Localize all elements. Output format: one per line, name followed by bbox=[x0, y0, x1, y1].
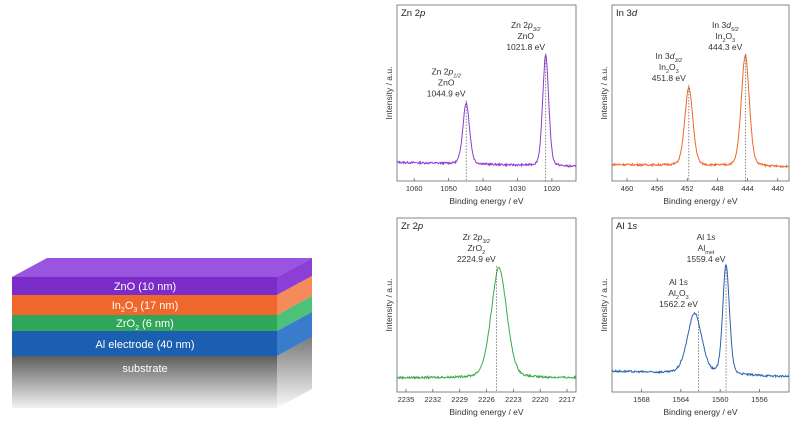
svg-text:Al2O3: Al2O3 bbox=[668, 288, 688, 301]
svg-text:444.3 eV: 444.3 eV bbox=[708, 42, 742, 52]
svg-text:2224.9 eV: 2224.9 eV bbox=[457, 254, 496, 264]
svg-text:ZrO2: ZrO2 bbox=[467, 243, 485, 256]
x-tick-label: 1556 bbox=[751, 395, 768, 404]
xps-panel-al-1s: Al 1s 1568 1564 1560 1556 Binding energy / eV… bbox=[599, 217, 790, 417]
svg-text:1044.9 eV: 1044.9 eV bbox=[427, 89, 466, 99]
layer-zno-front bbox=[12, 277, 277, 295]
layer-substrate-side bbox=[277, 337, 312, 408]
layer-in2o3-front bbox=[12, 295, 277, 315]
x-axis-label: Binding energy / eV bbox=[449, 196, 524, 206]
plot-frame bbox=[396, 4, 577, 182]
svg-text:In2O3: In2O3 bbox=[659, 62, 679, 75]
panel-label: Zr 2p bbox=[401, 221, 423, 232]
panel-label: Al 1s bbox=[616, 221, 637, 232]
x-tick-label: 2226 bbox=[478, 395, 495, 404]
panel-label: Zn 2p bbox=[401, 8, 425, 19]
layer-zro2-front bbox=[12, 315, 277, 331]
svg-text:ZnO: ZnO bbox=[517, 31, 534, 41]
svg-text:1559.4 eV: 1559.4 eV bbox=[687, 254, 726, 264]
x-tick-label: 1030 bbox=[509, 184, 526, 193]
plot-frame bbox=[611, 217, 790, 393]
x-tick-label: 1564 bbox=[672, 395, 689, 404]
y-axis-label: Intensity / a.u. bbox=[599, 279, 609, 332]
layer-in2o3-side bbox=[277, 276, 312, 315]
layer-label-al: Al electrode (40 nm) bbox=[95, 339, 194, 351]
x-tick-label: 440 bbox=[771, 184, 784, 193]
svg-text:In2O3: In2O3 bbox=[715, 31, 735, 44]
layer-stack-diagram: ZnO (10 nm) In2O3 (17 nm) ZrO2 (6 nm) Al… bbox=[12, 258, 312, 408]
x-tick-label: 1020 bbox=[544, 184, 561, 193]
x-tick-label: 1050 bbox=[440, 184, 457, 193]
layer-label-in2o3: In2O3 (17 nm) bbox=[112, 300, 179, 314]
x-tick-label: 2235 bbox=[398, 395, 415, 404]
layer-label-substrate: substrate bbox=[122, 363, 167, 375]
xps-panel-zr-2p: Zr 2p 2235 2232 2229 2226 2223 2220 2217 Binding… bbox=[384, 217, 577, 417]
svg-text:Al 1s: Al 1s bbox=[669, 277, 689, 287]
layer-al-side bbox=[277, 312, 312, 356]
y-axis-label: Intensity / a.u. bbox=[599, 67, 609, 120]
x-tick-label: 1040 bbox=[475, 184, 492, 193]
spectrum-line bbox=[611, 263, 790, 379]
x-tick-label: 1568 bbox=[633, 395, 650, 404]
x-tick-label: 2232 bbox=[424, 395, 441, 404]
x-tick-label: 1560 bbox=[712, 395, 729, 404]
x-tick-label: 2229 bbox=[451, 395, 468, 404]
svg-text:1562.2 eV: 1562.2 eV bbox=[659, 299, 698, 309]
svg-text:451.8 eV: 451.8 eV bbox=[652, 73, 686, 83]
panel-label: In 3d bbox=[616, 8, 638, 19]
layer-label-zno: ZnO (10 nm) bbox=[114, 281, 176, 293]
layer-label-zro2: ZrO2 (6 nm) bbox=[116, 318, 174, 332]
x-axis-label: Binding energy / eV bbox=[449, 407, 524, 417]
x-tick-label: 452 bbox=[681, 184, 694, 193]
svg-text:Al 1s: Al 1s bbox=[697, 232, 717, 242]
layer-zro2-side bbox=[277, 296, 312, 331]
xps-panels: Zn 2p 1060 1050 1040 1030 1020 Binding energy … bbox=[384, 4, 790, 417]
x-tick-label: 456 bbox=[651, 184, 664, 193]
x-tick-label: 2220 bbox=[532, 395, 549, 404]
xps-panel-zn-2p: Zn 2p 1060 1050 1040 1030 1020 Binding energy … bbox=[384, 4, 577, 206]
layer-substrate-front bbox=[12, 356, 277, 408]
svg-text:1021.8 eV: 1021.8 eV bbox=[506, 42, 545, 52]
spectrum-line bbox=[396, 267, 577, 381]
stack-top-face bbox=[12, 258, 312, 277]
x-tick-label: 444 bbox=[741, 184, 754, 193]
x-tick-label: 1060 bbox=[406, 184, 423, 193]
xps-panel-in-3d: In 3d 460 456 452 448 444 440 Binding energy / … bbox=[599, 4, 790, 206]
x-tick-label: 460 bbox=[621, 184, 634, 193]
layer-al-front bbox=[12, 331, 277, 356]
x-axis-label: Binding energy / eV bbox=[663, 196, 738, 206]
svg-text:ZnO: ZnO bbox=[438, 78, 455, 88]
y-axis-label: Intensity / a.u. bbox=[384, 279, 394, 332]
layer-zno-side bbox=[277, 258, 312, 295]
spectrum-line bbox=[611, 54, 790, 169]
y-axis-label: Intensity / a.u. bbox=[384, 67, 394, 120]
spectrum-line bbox=[396, 53, 577, 168]
x-tick-label: 448 bbox=[711, 184, 724, 193]
x-tick-label: 2217 bbox=[559, 395, 576, 404]
plot-frame bbox=[611, 4, 790, 182]
x-axis-label: Binding energy / eV bbox=[663, 407, 738, 417]
x-tick-label: 2223 bbox=[505, 395, 522, 404]
